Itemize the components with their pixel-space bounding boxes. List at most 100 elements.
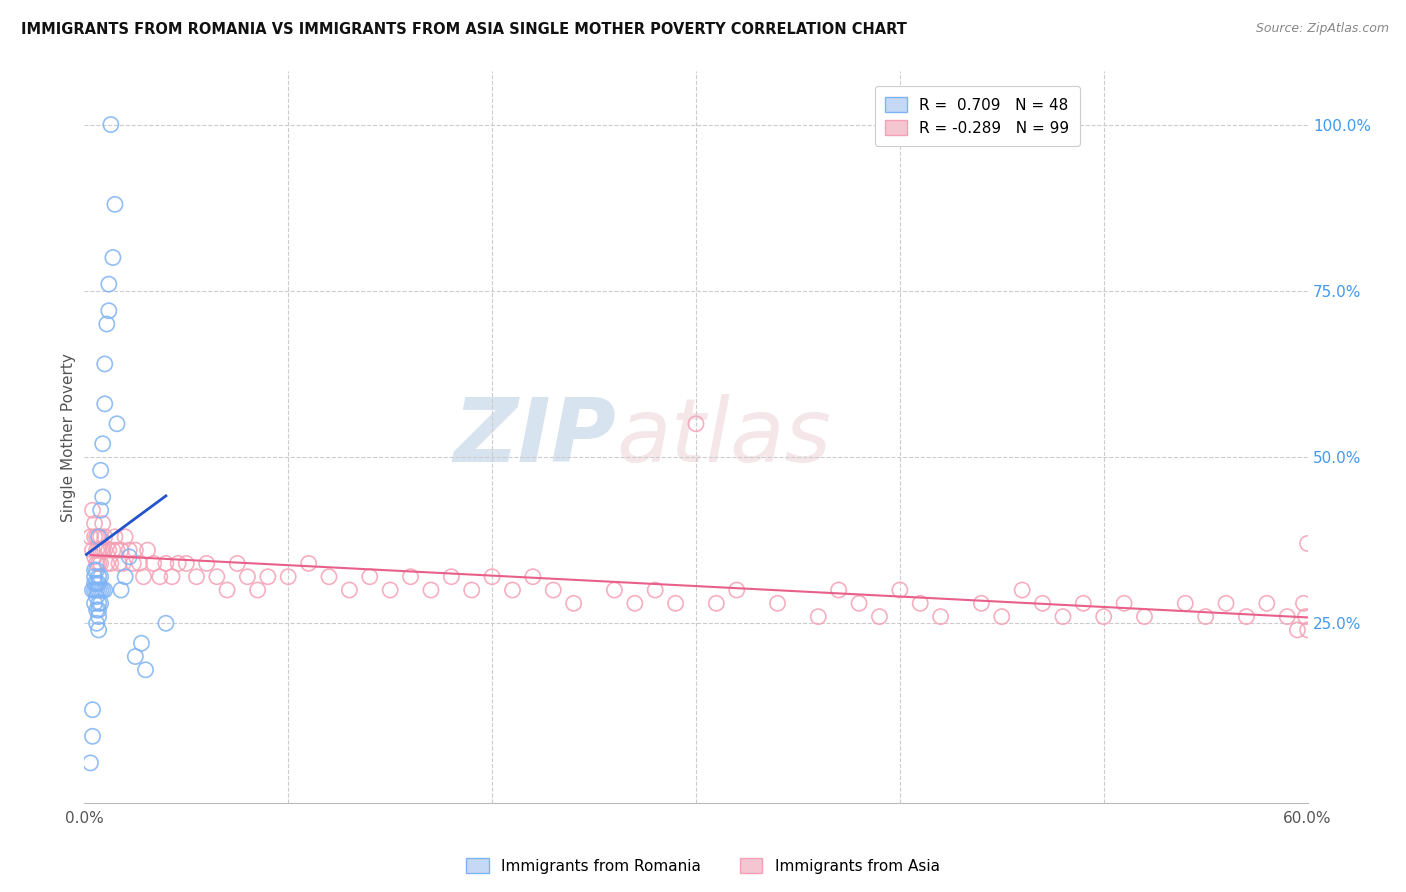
Point [90, 557, 112, 571]
Point [97, 277, 120, 292]
Point [142, 557, 165, 571]
Point [118, 549, 141, 564]
Point [83, 563, 105, 577]
Point [90, 463, 112, 477]
Point [90, 596, 112, 610]
Point [380, 582, 402, 597]
Point [160, 570, 183, 584]
Point [685, 417, 707, 431]
Point [298, 557, 321, 571]
Point [149, 570, 172, 584]
Point [176, 557, 198, 571]
Point [86, 530, 108, 544]
Point [86, 563, 108, 577]
Point [101, 251, 124, 265]
Point [83, 570, 105, 584]
Point [93, 582, 117, 597]
Point [86, 576, 108, 591]
Point [79, 530, 101, 544]
Point [318, 570, 340, 584]
Point [1195, 609, 1218, 624]
Point [83, 582, 105, 597]
Point [97, 303, 120, 318]
Point [128, 557, 150, 571]
Point [910, 596, 932, 610]
Point [82, 729, 104, 743]
Point [91, 543, 114, 558]
Point [83, 516, 105, 531]
Point [236, 570, 259, 584]
Point [90, 582, 112, 597]
Point [87, 603, 110, 617]
Point [104, 530, 127, 544]
Point [440, 570, 463, 584]
Point [93, 357, 117, 371]
Legend: R =  0.709   N = 48, R = -0.289   N = 99: R = 0.709 N = 48, R = -0.289 N = 99 [875, 87, 1080, 146]
Point [481, 570, 503, 584]
Text: atlas: atlas [616, 394, 831, 480]
Point [112, 557, 135, 571]
Point [87, 623, 110, 637]
Point [155, 616, 177, 631]
Point [87, 543, 110, 558]
Point [1296, 536, 1319, 550]
Point [522, 570, 544, 584]
Point [848, 596, 870, 610]
Point [90, 530, 112, 544]
Point [1286, 623, 1309, 637]
Point [132, 570, 155, 584]
Point [217, 582, 239, 597]
Point [277, 570, 299, 584]
Point [101, 543, 124, 558]
Point [82, 703, 104, 717]
Point [502, 582, 524, 597]
Point [91, 516, 114, 531]
Text: IMMIGRANTS FROM ROMANIA VS IMMIGRANTS FROM ASIA SINGLE MOTHER POVERTY CORRELATIO: IMMIGRANTS FROM ROMANIA VS IMMIGRANTS FR… [21, 22, 907, 37]
Point [124, 649, 146, 664]
Point [155, 557, 177, 571]
Point [929, 609, 952, 624]
Point [970, 596, 993, 610]
Point [91, 582, 114, 597]
Point [105, 543, 128, 558]
Point [828, 582, 851, 597]
Point [83, 596, 105, 610]
Point [135, 663, 157, 677]
Point [86, 543, 108, 558]
Point [167, 557, 190, 571]
Point [86, 582, 108, 597]
Point [93, 530, 117, 544]
Point [1236, 609, 1258, 624]
Point [86, 603, 108, 617]
Point [79, 756, 101, 770]
Point [87, 582, 110, 597]
Point [766, 596, 789, 610]
Point [1174, 596, 1197, 610]
Point [105, 417, 128, 431]
Point [114, 530, 136, 544]
Point [100, 118, 122, 132]
Point [1092, 609, 1115, 624]
Point [725, 582, 748, 597]
Text: Source: ZipAtlas.com: Source: ZipAtlas.com [1256, 22, 1389, 36]
Point [136, 543, 159, 558]
Point [82, 582, 104, 597]
Point [1032, 596, 1054, 610]
Point [90, 570, 112, 584]
Point [246, 582, 269, 597]
Point [93, 543, 117, 558]
Point [110, 582, 132, 597]
Point [195, 557, 218, 571]
Point [82, 543, 104, 558]
Point [96, 317, 118, 331]
Point [226, 557, 249, 571]
Point [1295, 609, 1317, 624]
Point [83, 530, 105, 544]
Point [83, 549, 105, 564]
Point [665, 596, 688, 610]
Point [1011, 582, 1033, 597]
Point [96, 557, 118, 571]
Point [124, 543, 146, 558]
Point [91, 436, 114, 450]
Point [1296, 623, 1319, 637]
